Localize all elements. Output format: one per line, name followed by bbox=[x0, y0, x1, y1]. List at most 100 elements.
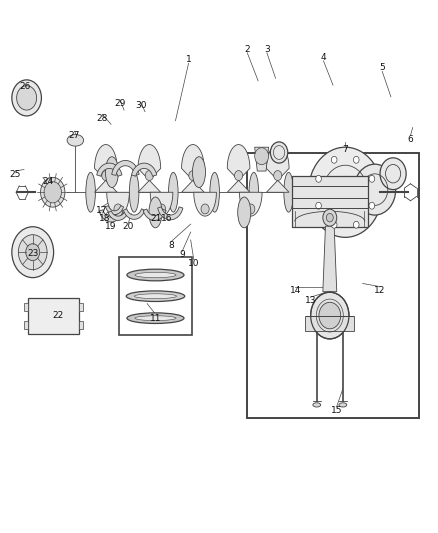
Ellipse shape bbox=[135, 316, 176, 320]
Polygon shape bbox=[194, 192, 216, 216]
Bar bbox=[247, 152, 419, 418]
Ellipse shape bbox=[127, 269, 184, 281]
Circle shape bbox=[319, 302, 341, 329]
Bar bbox=[28, 298, 79, 334]
Circle shape bbox=[354, 164, 396, 215]
Polygon shape bbox=[227, 144, 250, 192]
Circle shape bbox=[12, 80, 42, 116]
Text: 15: 15 bbox=[331, 406, 342, 415]
Ellipse shape bbox=[135, 272, 176, 278]
Polygon shape bbox=[182, 144, 204, 192]
Text: 27: 27 bbox=[69, 131, 80, 140]
Text: 26: 26 bbox=[20, 82, 31, 91]
Circle shape bbox=[145, 171, 153, 181]
Circle shape bbox=[311, 292, 349, 339]
Text: 16: 16 bbox=[161, 214, 173, 223]
Text: 6: 6 bbox=[408, 135, 413, 144]
Text: 20: 20 bbox=[123, 222, 134, 231]
Ellipse shape bbox=[284, 172, 293, 212]
Ellipse shape bbox=[129, 172, 139, 212]
Polygon shape bbox=[112, 160, 139, 175]
Text: 14: 14 bbox=[290, 286, 301, 295]
Text: 8: 8 bbox=[168, 241, 174, 250]
Polygon shape bbox=[95, 144, 117, 192]
Circle shape bbox=[308, 147, 382, 237]
Text: 12: 12 bbox=[374, 286, 386, 295]
Ellipse shape bbox=[134, 294, 177, 298]
Text: 22: 22 bbox=[53, 311, 64, 320]
Text: 11: 11 bbox=[150, 314, 162, 323]
Bar bbox=[79, 321, 83, 328]
Bar bbox=[119, 257, 192, 335]
Circle shape bbox=[316, 203, 321, 209]
Circle shape bbox=[353, 156, 359, 163]
Circle shape bbox=[158, 204, 166, 214]
Text: 1: 1 bbox=[186, 55, 191, 64]
Ellipse shape bbox=[313, 403, 321, 407]
Circle shape bbox=[326, 213, 333, 222]
Ellipse shape bbox=[339, 403, 347, 407]
Text: 17: 17 bbox=[96, 206, 107, 215]
Circle shape bbox=[316, 175, 321, 182]
Ellipse shape bbox=[126, 291, 185, 302]
Text: 10: 10 bbox=[188, 259, 199, 268]
Ellipse shape bbox=[127, 313, 184, 324]
Circle shape bbox=[353, 221, 359, 228]
Circle shape bbox=[332, 176, 358, 208]
Circle shape bbox=[234, 171, 243, 181]
Polygon shape bbox=[131, 163, 157, 176]
Ellipse shape bbox=[249, 172, 258, 212]
Circle shape bbox=[331, 221, 337, 228]
Circle shape bbox=[254, 148, 268, 165]
Text: 5: 5 bbox=[379, 63, 385, 72]
Polygon shape bbox=[106, 206, 124, 214]
Text: 9: 9 bbox=[179, 251, 185, 260]
Circle shape bbox=[102, 171, 110, 181]
Circle shape bbox=[44, 182, 61, 203]
Circle shape bbox=[369, 203, 374, 209]
Circle shape bbox=[201, 204, 209, 214]
Ellipse shape bbox=[67, 134, 84, 146]
Circle shape bbox=[41, 177, 65, 207]
Circle shape bbox=[331, 156, 337, 163]
Circle shape bbox=[17, 86, 37, 110]
Circle shape bbox=[270, 142, 288, 163]
Circle shape bbox=[247, 204, 255, 214]
Ellipse shape bbox=[86, 172, 95, 212]
Text: 7: 7 bbox=[343, 146, 348, 155]
Polygon shape bbox=[150, 192, 173, 216]
Text: 28: 28 bbox=[97, 114, 108, 123]
Circle shape bbox=[274, 171, 282, 181]
Circle shape bbox=[12, 227, 53, 278]
Text: 4: 4 bbox=[321, 53, 326, 62]
Polygon shape bbox=[107, 192, 129, 216]
Text: 29: 29 bbox=[114, 99, 125, 108]
Polygon shape bbox=[254, 147, 268, 171]
Polygon shape bbox=[266, 144, 289, 192]
Ellipse shape bbox=[192, 157, 205, 188]
Circle shape bbox=[323, 209, 337, 226]
Text: 2: 2 bbox=[244, 45, 250, 54]
Polygon shape bbox=[143, 209, 166, 220]
Ellipse shape bbox=[149, 197, 162, 228]
Text: 13: 13 bbox=[305, 296, 316, 305]
Bar bbox=[79, 303, 83, 311]
Circle shape bbox=[380, 158, 406, 190]
Bar bbox=[24, 303, 28, 311]
Circle shape bbox=[26, 244, 40, 261]
Bar bbox=[305, 316, 354, 332]
Text: 3: 3 bbox=[264, 45, 270, 54]
Text: 21: 21 bbox=[150, 214, 162, 223]
Circle shape bbox=[114, 204, 122, 214]
Text: 30: 30 bbox=[135, 101, 146, 110]
Polygon shape bbox=[108, 211, 128, 220]
Ellipse shape bbox=[106, 157, 118, 188]
Polygon shape bbox=[124, 209, 145, 219]
Text: 24: 24 bbox=[43, 177, 54, 186]
Ellipse shape bbox=[210, 172, 219, 212]
Polygon shape bbox=[99, 209, 123, 222]
Circle shape bbox=[18, 235, 47, 270]
Polygon shape bbox=[240, 192, 262, 216]
Ellipse shape bbox=[169, 172, 178, 212]
Polygon shape bbox=[158, 207, 183, 220]
